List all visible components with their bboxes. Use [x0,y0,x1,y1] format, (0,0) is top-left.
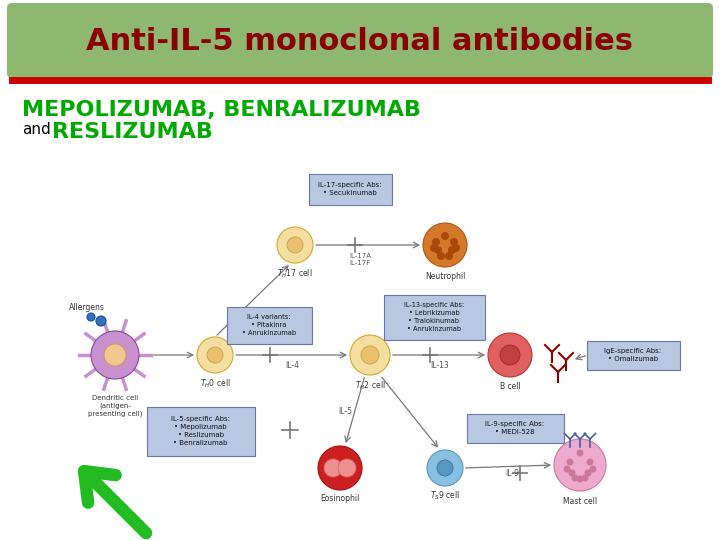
FancyBboxPatch shape [384,294,485,340]
Text: MEPOLIZUMAB, BENRALIZUMAB: MEPOLIZUMAB, BENRALIZUMAB [22,100,421,120]
FancyBboxPatch shape [227,307,312,343]
Circle shape [590,465,596,472]
Circle shape [430,244,438,252]
Circle shape [104,344,126,366]
Text: IgE-specific Abs:
• Omalizumab: IgE-specific Abs: • Omalizumab [604,348,662,362]
Text: IL-17-specific Abs:
• Secukinumab: IL-17-specific Abs: • Secukinumab [318,182,382,196]
Circle shape [350,335,390,375]
Text: Anti-IL-5 monoclonal antibodies: Anti-IL-5 monoclonal antibodies [86,28,634,57]
FancyBboxPatch shape [7,3,713,78]
Circle shape [437,252,445,260]
Circle shape [554,439,606,491]
Circle shape [577,476,583,483]
FancyBboxPatch shape [587,341,680,369]
Circle shape [318,446,362,490]
Circle shape [587,458,593,465]
Circle shape [585,469,592,476]
Text: $T_S$9 cell: $T_S$9 cell [430,490,460,503]
Circle shape [582,475,588,482]
FancyBboxPatch shape [308,173,392,205]
Text: IL-5-specific Abs:
• Mepolizumab
• Reslizumab
• Benralizumab: IL-5-specific Abs: • Mepolizumab • Resli… [171,416,230,446]
Circle shape [277,227,313,263]
Text: IL-9-specific Abs:
• MEDI-528: IL-9-specific Abs: • MEDI-528 [485,421,544,435]
Circle shape [572,475,578,482]
Text: and: and [22,122,50,137]
Circle shape [434,246,442,254]
Circle shape [564,465,570,472]
Circle shape [448,246,456,254]
Text: IL-4 variants:
• Pitakinra
• Anrukinzumab: IL-4 variants: • Pitakinra • Anrukinzuma… [242,314,296,336]
Circle shape [445,252,453,260]
Circle shape [324,459,342,477]
Circle shape [488,333,532,377]
Circle shape [361,346,379,364]
Text: Neutrophil: Neutrophil [425,272,465,281]
Text: IL-13: IL-13 [431,361,449,370]
Text: $T_H$17 cell: $T_H$17 cell [277,267,312,280]
Text: IL-5: IL-5 [338,407,352,416]
Circle shape [452,244,460,252]
Circle shape [500,345,520,365]
Circle shape [437,460,453,476]
Circle shape [87,313,95,321]
Circle shape [287,237,303,253]
FancyBboxPatch shape [467,414,564,442]
Text: Mast cell: Mast cell [563,497,597,506]
Circle shape [207,347,223,363]
Text: IL-13-specific Abs:
• Lebrikizumab
• Tralokinumab
• Anrukinzumab: IL-13-specific Abs: • Lebrikizumab • Tra… [404,302,464,332]
Circle shape [441,232,449,240]
Circle shape [423,223,467,267]
Circle shape [91,331,139,379]
Circle shape [96,316,106,326]
Text: Dendritic cell
(antigen-
presenting cell): Dendritic cell (antigen- presenting cell… [88,395,143,417]
Circle shape [567,458,574,465]
Text: IL-9: IL-9 [505,469,520,478]
Text: IL-4: IL-4 [286,361,300,370]
Circle shape [450,238,458,246]
Circle shape [577,449,583,456]
Circle shape [432,238,440,246]
Text: Eosinophil: Eosinophil [320,494,360,503]
Circle shape [338,459,356,477]
Text: IL-17A
IL-17F: IL-17A IL-17F [349,253,371,266]
FancyBboxPatch shape [146,407,254,456]
Text: Allergens: Allergens [69,302,105,312]
Circle shape [427,450,463,486]
Text: B cell: B cell [500,382,521,391]
Text: RESLIZUMAB: RESLIZUMAB [52,122,213,142]
Text: $T_H$0 cell: $T_H$0 cell [199,377,230,389]
Text: $T_H$2 cell: $T_H$2 cell [355,379,385,392]
FancyArrowPatch shape [84,471,146,533]
Circle shape [569,469,575,476]
Circle shape [197,337,233,373]
